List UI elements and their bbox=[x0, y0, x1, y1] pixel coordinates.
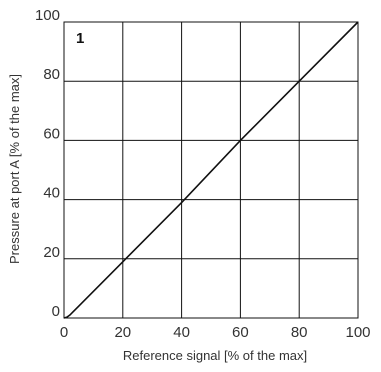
y-tick-label-1: 20 bbox=[43, 244, 60, 261]
x-tick-label-3: 60 bbox=[232, 324, 249, 341]
y-tick-label-0: 0 bbox=[52, 303, 60, 320]
x-tick-label-5: 100 bbox=[345, 324, 370, 341]
panel-label: 1 bbox=[76, 30, 84, 47]
plot-frame bbox=[63, 21, 359, 319]
x-axis-label: Reference signal [% of the max] bbox=[123, 348, 307, 363]
y-tick-labels: 0 20 40 60 80 100 bbox=[35, 7, 60, 320]
y-tick-label-4: 80 bbox=[43, 66, 60, 83]
x-tick-label-1: 20 bbox=[114, 324, 131, 341]
grid bbox=[64, 22, 358, 318]
y-tick-label-5: 100 bbox=[35, 7, 60, 24]
y-tick-label-2: 40 bbox=[43, 185, 60, 202]
x-tick-label-2: 40 bbox=[173, 324, 190, 341]
series-line bbox=[63, 21, 359, 319]
x-tick-labels: 0 20 40 60 80 100 bbox=[60, 324, 371, 341]
y-axis-label: Pressure at port A [% of the max] bbox=[7, 74, 22, 264]
x-tick-label-4: 80 bbox=[291, 324, 308, 341]
y-tick-label-3: 60 bbox=[43, 125, 60, 142]
x-tick-label-0: 0 bbox=[60, 324, 68, 341]
